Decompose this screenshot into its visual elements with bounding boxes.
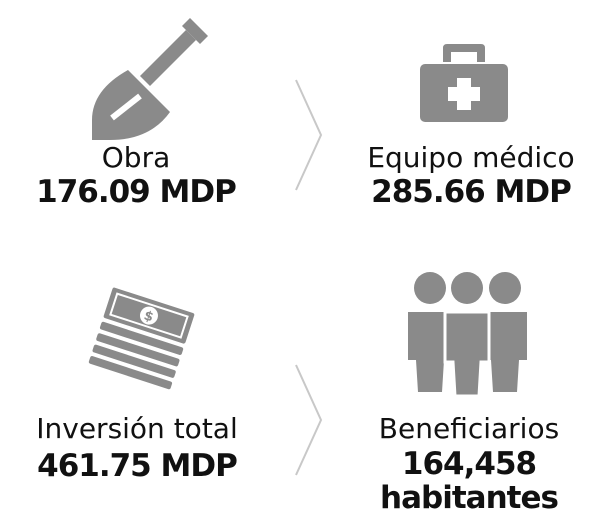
chevron bbox=[295, 364, 323, 476]
medical-kit-icon bbox=[420, 44, 508, 122]
item-value: 176.09 MDP bbox=[36, 174, 236, 210]
svg-text:$: $ bbox=[142, 308, 155, 325]
people-icon bbox=[408, 272, 527, 398]
item-label: Inversión total bbox=[36, 412, 237, 445]
item-label: Equipo médico bbox=[367, 141, 574, 174]
item-value: 285.66 MDP bbox=[371, 174, 571, 210]
item-value: 164,458 bbox=[402, 446, 536, 482]
money-icon: $ bbox=[88, 287, 195, 390]
shovel-icon bbox=[92, 18, 208, 140]
chevron bbox=[295, 79, 323, 191]
item-label: Obra bbox=[102, 141, 170, 174]
item-unit: habitantes bbox=[380, 480, 558, 516]
item-label: Beneficiarios bbox=[379, 412, 559, 445]
item-value: 461.75 MDP bbox=[37, 448, 237, 484]
